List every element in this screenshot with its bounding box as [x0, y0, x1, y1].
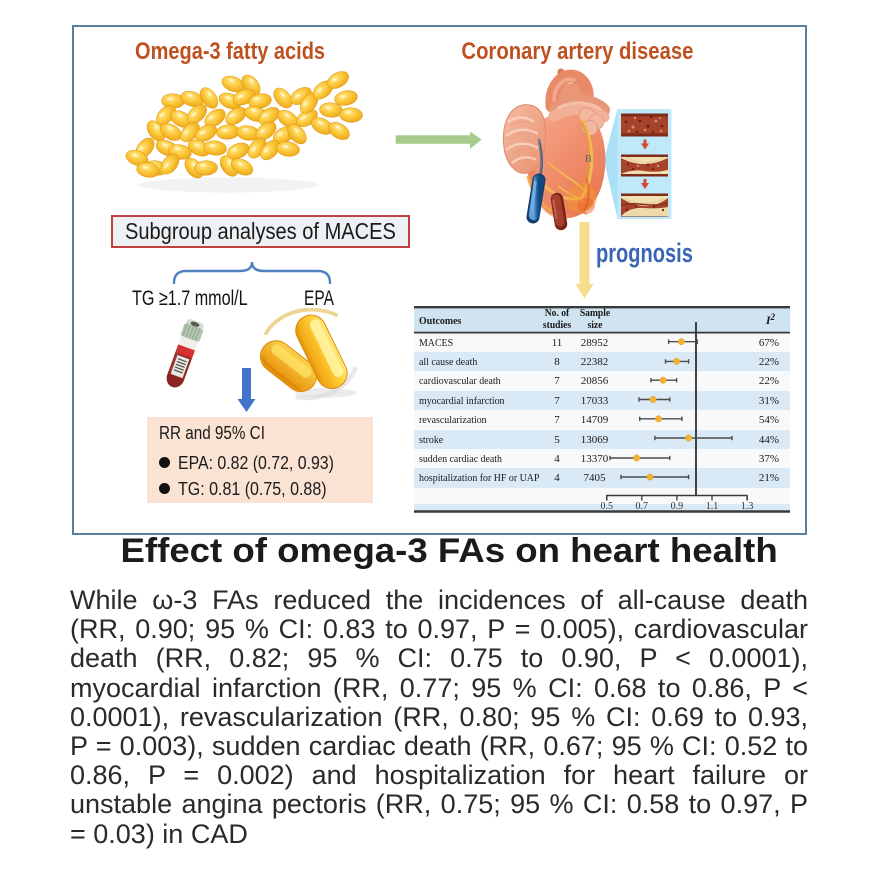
svg-text:0.7: 0.7 — [636, 501, 649, 512]
svg-text:B: B — [585, 154, 592, 165]
svg-text:1.1: 1.1 — [706, 501, 719, 512]
svg-text:0.5: 0.5 — [600, 501, 613, 512]
svg-text:1.3: 1.3 — [741, 501, 754, 512]
svg-text:0.9: 0.9 — [671, 501, 684, 512]
